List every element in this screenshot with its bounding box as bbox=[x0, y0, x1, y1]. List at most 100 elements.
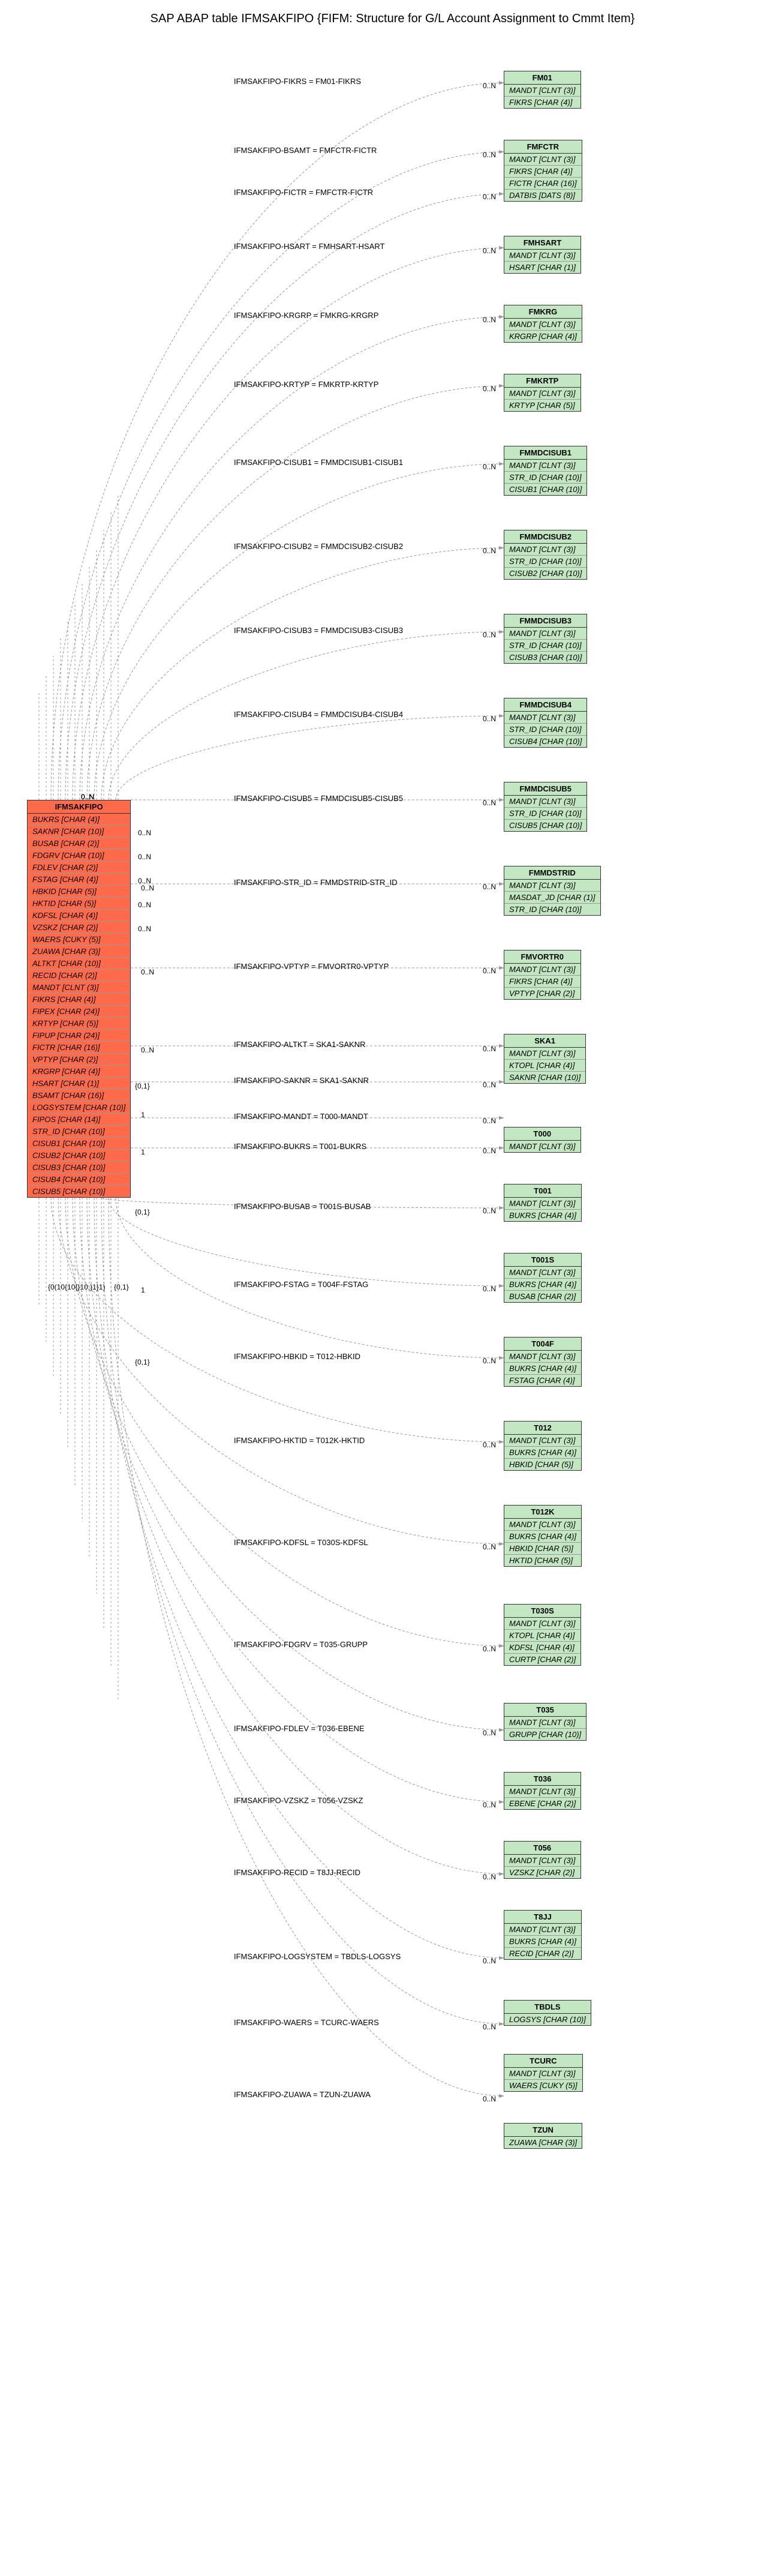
entity-tbdls: TBDLSLOGSYS [CHAR (10)] bbox=[504, 2000, 591, 2026]
entity-field: CISUB1 [CHAR (10)] bbox=[28, 1138, 130, 1150]
relationship-label: IFMSAKFIPO-CISUB2 = FMMDCISUB2-CISUB2 bbox=[234, 542, 403, 551]
relationship-label: IFMSAKFIPO-ZUAWA = TZUN-ZUAWA bbox=[234, 2090, 371, 2099]
entity-field: MANDT [CLNT (3)] bbox=[504, 319, 582, 331]
entity-field: MANDT [CLNT (3)] bbox=[504, 1141, 580, 1152]
entity-fmfctr: FMFCTRMANDT [CLNT (3)]FIKRS [CHAR (4)]FI… bbox=[504, 140, 582, 202]
entity-header: T001S bbox=[504, 1253, 581, 1267]
cardinality-target: 0..N bbox=[483, 547, 496, 555]
cardinality-source: {0,1} bbox=[135, 1208, 150, 1216]
entity-field: CISUB2 [CHAR (10)] bbox=[28, 1150, 130, 1162]
entity-fmhsart: FMHSARTMANDT [CLNT (3)]HSART [CHAR (1)] bbox=[504, 236, 581, 274]
entity-field: KTOPL [CHAR (4)] bbox=[504, 1060, 585, 1072]
cardinality-target: 0..N bbox=[483, 2095, 496, 2103]
cardinality-source: 1 bbox=[141, 1148, 145, 1156]
cardinality-target: 0..N bbox=[483, 1117, 496, 1125]
entity-field: GRUPP [CHAR (10)] bbox=[504, 1729, 586, 1740]
entity-field: VZSKZ [CHAR (2)] bbox=[504, 1867, 580, 1878]
entity-header: IFMSAKFIPO bbox=[28, 800, 130, 814]
entity-field: HSART [CHAR (1)] bbox=[504, 262, 580, 273]
entity-fmmdstrid: FMMDSTRIDMANDT [CLNT (3)]MASDAT_JD [CHAR… bbox=[504, 866, 601, 916]
entity-field: STR_ID [CHAR (10)] bbox=[504, 904, 600, 915]
entity-field: BUKRS [CHAR (4)] bbox=[28, 814, 130, 826]
entity-t000: T000MANDT [CLNT (3)] bbox=[504, 1127, 581, 1153]
entity-field: MANDT [CLNT (3)] bbox=[504, 544, 586, 556]
cardinality-target: 0..N bbox=[483, 385, 496, 393]
cardinality-target: 0..N bbox=[483, 1543, 496, 1551]
entity-header: FMFCTR bbox=[504, 140, 582, 154]
entity-header: FMVORTR0 bbox=[504, 950, 580, 964]
relationship-label: IFMSAKFIPO-CISUB4 = FMMDCISUB4-CISUB4 bbox=[234, 710, 403, 719]
entity-field: CURTP [CHAR (2)] bbox=[504, 1654, 580, 1665]
entity-field: CISUB3 [CHAR (10)] bbox=[504, 652, 586, 663]
entity-fmmdcisub3: FMMDCISUB3MANDT [CLNT (3)]STR_ID [CHAR (… bbox=[504, 614, 587, 664]
entity-field: EBENE [CHAR (2)] bbox=[504, 1798, 580, 1809]
entity-header: FMMDCISUB2 bbox=[504, 530, 586, 544]
entity-t004f: T004FMANDT [CLNT (3)]BUKRS [CHAR (4)]FST… bbox=[504, 1337, 582, 1387]
entity-field: BSAMT [CHAR (16)] bbox=[28, 1090, 130, 1102]
relationship-label: IFMSAKFIPO-HSART = FMHSART-HSART bbox=[234, 242, 385, 251]
relationship-label: IFMSAKFIPO-BUKRS = T001-BUKRS bbox=[234, 1142, 366, 1151]
entity-field: FDGRV [CHAR (10)] bbox=[28, 850, 130, 862]
cardinality-source: {0,1} bbox=[135, 1358, 150, 1366]
entity-field: MANDT [CLNT (3)] bbox=[504, 1519, 581, 1531]
entity-field: WAERS [CUKY (5)] bbox=[504, 2080, 582, 2091]
entity-t012: T012MANDT [CLNT (3)]BUKRS [CHAR (4)]HBKI… bbox=[504, 1421, 582, 1471]
cardinality-target: 0..N bbox=[483, 631, 496, 639]
cardinality-target: 0..N bbox=[483, 463, 496, 471]
entity-field: FDLEV [CHAR (2)] bbox=[28, 862, 130, 874]
relationship-label: IFMSAKFIPO-FSTAG = T004F-FSTAG bbox=[234, 1280, 368, 1289]
relationship-label: IFMSAKFIPO-FICTR = FMFCTR-FICTR bbox=[234, 188, 373, 197]
entity-field: STR_ID [CHAR (10)] bbox=[504, 724, 586, 736]
relationship-label: IFMSAKFIPO-ALTKT = SKA1-SAKNR bbox=[234, 1040, 366, 1049]
entity-field: MANDT [CLNT (3)] bbox=[504, 2068, 582, 2080]
entity-fmmdcisub5: FMMDCISUB5MANDT [CLNT (3)]STR_ID [CHAR (… bbox=[504, 782, 587, 832]
cardinality-target: 0..N bbox=[483, 247, 496, 255]
entity-header: FMHSART bbox=[504, 236, 580, 250]
entity-fmkrtp: FMKRTPMANDT [CLNT (3)]KRTYP [CHAR (5)] bbox=[504, 374, 581, 412]
entity-field: MANDT [CLNT (3)] bbox=[504, 1618, 580, 1630]
entity-field: ZUAWA [CHAR (3)] bbox=[28, 946, 130, 958]
cardinality-target: 0..N bbox=[483, 1441, 496, 1449]
entity-field: BUKRS [CHAR (4)] bbox=[504, 1447, 581, 1459]
cardinality-target: 0..N bbox=[483, 1045, 496, 1053]
entity-header: FMKRG bbox=[504, 305, 582, 319]
entity-header: FM01 bbox=[504, 71, 580, 85]
cardinality-target: 0..N bbox=[483, 1081, 496, 1089]
cardinality-annotation: {0(10{10{}10,}1}1) bbox=[48, 1283, 105, 1291]
entity-header: T030S bbox=[504, 1605, 580, 1618]
entity-fmkrg: FMKRGMANDT [CLNT (3)]KRGRP [CHAR (4)] bbox=[504, 305, 582, 343]
cardinality-source: 1 bbox=[141, 1111, 145, 1119]
entity-field: MANDT [CLNT (3)] bbox=[504, 1351, 581, 1363]
cardinality-annotation: {0,1} bbox=[114, 1283, 129, 1291]
entity-t030s: T030SMANDT [CLNT (3)]KTOPL [CHAR (4)]KDF… bbox=[504, 1604, 581, 1666]
relationship-label: IFMSAKFIPO-FDLEV = T036-EBENE bbox=[234, 1724, 365, 1733]
relationship-label: IFMSAKFIPO-HBKID = T012-HBKID bbox=[234, 1352, 360, 1361]
entity-header: T8JJ bbox=[504, 1911, 581, 1924]
entity-header: FMMDCISUB3 bbox=[504, 614, 586, 628]
entity-header: FMKRTP bbox=[504, 374, 580, 388]
entity-t012k: T012KMANDT [CLNT (3)]BUKRS [CHAR (4)]HBK… bbox=[504, 1505, 582, 1567]
entity-header: FMMDCISUB5 bbox=[504, 782, 586, 796]
entity-field: MANDT [CLNT (3)] bbox=[504, 1048, 585, 1060]
cardinality-source: {0,1} bbox=[135, 1082, 150, 1090]
entity-field: MANDT [CLNT (3)] bbox=[504, 712, 586, 724]
entity-header: T012K bbox=[504, 1506, 581, 1519]
entity-field: HKTID [CHAR (5)] bbox=[28, 898, 130, 910]
entity-field: STR_ID [CHAR (10)] bbox=[504, 808, 586, 820]
relationship-label: IFMSAKFIPO-CISUB5 = FMMDCISUB5-CISUB5 bbox=[234, 794, 403, 803]
cardinality-source: 0..N bbox=[81, 793, 94, 801]
entity-t036: T036MANDT [CLNT (3)]EBENE [CHAR (2)] bbox=[504, 1772, 581, 1810]
cardinality-source: 0..N bbox=[141, 884, 154, 892]
entity-field: SAKNR [CHAR (10)] bbox=[28, 826, 130, 838]
diagram-container: IFMSAKFIPOBUKRS [CHAR (4)]SAKNR [CHAR (1… bbox=[6, 38, 767, 2570]
entity-field: BUSAB [CHAR (2)] bbox=[28, 838, 130, 850]
entity-field: LOGSYSTEM [CHAR (10)] bbox=[28, 1102, 130, 1114]
entity-field: KDFSL [CHAR (4)] bbox=[28, 910, 130, 922]
entity-field: SAKNR [CHAR (10)] bbox=[504, 1072, 585, 1083]
relationship-label: IFMSAKFIPO-CISUB3 = FMMDCISUB3-CISUB3 bbox=[234, 626, 403, 635]
relationship-label: IFMSAKFIPO-KDFSL = T030S-KDFSL bbox=[234, 1538, 368, 1547]
entity-field: HBKID [CHAR (5)] bbox=[504, 1459, 581, 1470]
relationship-label: IFMSAKFIPO-FDGRV = T035-GRUPP bbox=[234, 1640, 368, 1649]
entity-field: MANDT [CLNT (3)] bbox=[504, 460, 586, 472]
page-title: SAP ABAP table IFMSAKFIPO {FIFM: Structu… bbox=[6, 12, 773, 26]
